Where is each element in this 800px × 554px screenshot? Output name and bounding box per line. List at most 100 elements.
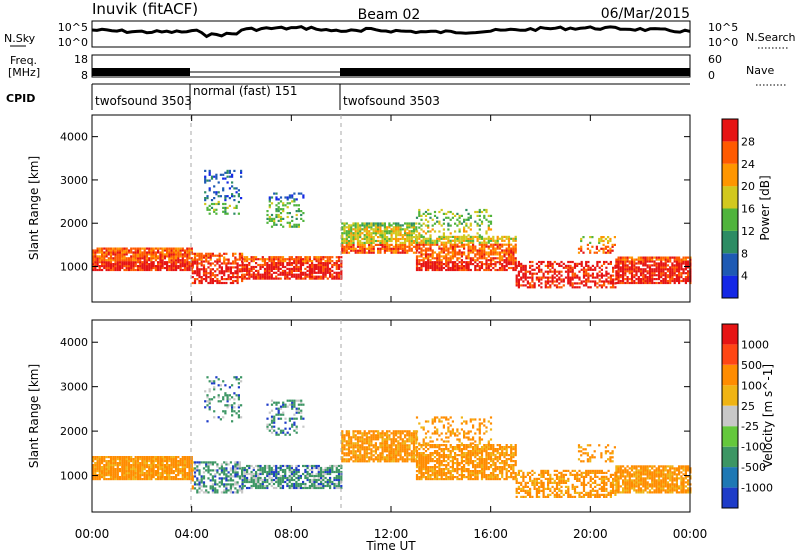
data-cell — [431, 268, 434, 272]
data-cell — [418, 268, 421, 272]
data-cell — [406, 237, 409, 241]
data-cell — [188, 466, 191, 469]
data-cell — [458, 216, 461, 219]
data-cell — [211, 479, 214, 482]
data-cell — [480, 220, 484, 223]
data-cell — [431, 253, 434, 256]
data-cell — [207, 491, 210, 494]
data-cell — [350, 446, 353, 449]
data-cell — [522, 266, 525, 269]
data-cell — [101, 259, 104, 262]
data-cell — [440, 261, 443, 264]
data-cell — [168, 261, 171, 264]
data-cell — [297, 474, 300, 478]
data-cell — [410, 234, 413, 237]
data-cell — [347, 224, 351, 227]
data-cell — [159, 255, 162, 258]
data-cell — [130, 261, 133, 264]
data-cell — [576, 286, 579, 289]
data-cell — [277, 258, 280, 261]
data-cell — [424, 251, 428, 254]
data-cell — [299, 262, 302, 265]
data-cell — [196, 469, 199, 472]
data-cell — [404, 251, 407, 254]
data-cell — [209, 270, 212, 273]
data-cell — [172, 251, 175, 254]
data-cell — [241, 478, 244, 482]
data-cell — [598, 274, 601, 277]
data-cell — [98, 257, 101, 260]
data-cell — [633, 274, 636, 277]
data-cell — [412, 251, 416, 254]
data-cell — [467, 216, 470, 219]
data-cell — [231, 193, 234, 196]
data-cell — [600, 274, 603, 277]
data-cell — [368, 234, 371, 237]
data-cell — [555, 284, 559, 287]
data-cell — [480, 237, 484, 240]
data-cell — [478, 261, 481, 264]
data-cell — [617, 258, 620, 261]
data-cell — [377, 228, 380, 231]
data-cell — [157, 478, 160, 481]
data-cell — [107, 251, 110, 254]
data-cell — [132, 464, 135, 467]
data-cell — [365, 452, 368, 455]
freq-tick-high: 18 — [74, 53, 88, 66]
data-cell — [282, 217, 285, 220]
data-cell — [103, 251, 106, 254]
data-cell — [268, 468, 271, 472]
data-cell — [238, 463, 241, 466]
data-cell — [92, 470, 95, 473]
data-cell — [317, 464, 320, 468]
data-cell — [368, 440, 371, 443]
data-cell — [96, 257, 99, 260]
data-cell — [356, 222, 360, 225]
data-cell — [418, 232, 421, 235]
data-cell — [209, 274, 212, 277]
data-cell — [467, 263, 470, 266]
data-cell — [454, 268, 457, 272]
data-cell — [329, 472, 332, 476]
data-cell — [406, 456, 409, 459]
data-cell — [359, 236, 362, 239]
data-cell — [377, 454, 380, 457]
data-cell — [577, 247, 581, 250]
data-cell — [489, 265, 493, 268]
data-cell — [395, 450, 398, 453]
data-cell — [107, 261, 110, 264]
data-cell — [297, 464, 300, 468]
data-cell — [311, 263, 314, 267]
data-cell — [363, 452, 366, 455]
data-cell — [422, 243, 425, 246]
data-cell — [232, 479, 235, 482]
data-cell — [356, 440, 360, 443]
data-cell — [669, 274, 672, 277]
data-cell — [420, 444, 423, 447]
data-cell — [148, 257, 151, 260]
data-cell — [290, 258, 293, 261]
data-cell — [538, 264, 541, 267]
data-cell — [600, 236, 603, 239]
data-cell — [463, 228, 466, 231]
data-cell — [438, 259, 441, 262]
data-cell — [320, 258, 323, 261]
data-cell — [270, 267, 273, 270]
data-cell — [261, 277, 264, 280]
data-cell — [418, 226, 421, 229]
data-cell — [331, 277, 334, 280]
data-cell — [535, 262, 538, 265]
data-cell — [582, 272, 586, 275]
data-cell — [600, 264, 603, 267]
data-cell — [390, 432, 393, 435]
data-cell — [549, 286, 552, 289]
data-cell — [587, 280, 590, 283]
data-cell — [170, 464, 173, 467]
data-cell — [644, 274, 647, 277]
data-cell — [236, 475, 239, 478]
data-cell — [498, 261, 502, 264]
data-cell — [118, 470, 122, 473]
data-cell — [449, 245, 452, 248]
data-cell — [401, 249, 404, 252]
data-cell — [331, 470, 334, 474]
